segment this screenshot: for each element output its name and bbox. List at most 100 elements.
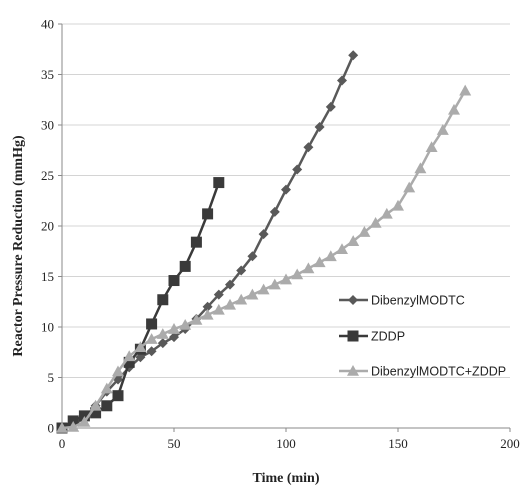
triangle-marker xyxy=(459,84,472,96)
triangle-marker xyxy=(380,207,393,219)
triangle-marker xyxy=(100,382,113,394)
diamond-marker xyxy=(213,289,224,300)
triangle-marker xyxy=(212,303,225,315)
triangle-marker xyxy=(268,278,281,290)
legend-label: ZDDP xyxy=(371,330,405,344)
triangle-marker xyxy=(224,298,236,310)
triangle-marker xyxy=(134,341,147,352)
y-tick-label: 40 xyxy=(41,17,54,32)
legend-item-2: ZDDP xyxy=(339,330,405,344)
diamond-marker xyxy=(236,265,247,276)
triangle-marker xyxy=(336,243,348,255)
triangle-marker xyxy=(257,283,270,295)
triangle-marker xyxy=(56,422,68,433)
triangle-marker xyxy=(235,293,248,305)
triangle-marker xyxy=(179,318,192,330)
diamond-marker xyxy=(292,164,303,175)
diamond-marker xyxy=(247,251,258,262)
y-tick-label: 30 xyxy=(41,118,54,133)
square-marker xyxy=(67,415,79,427)
triangle-marker xyxy=(280,273,292,285)
diamond-marker xyxy=(135,352,146,363)
x-tick-label: 50 xyxy=(168,436,181,451)
y-axis-title: Reactor Pressure Reduction (mmHg) xyxy=(11,135,26,357)
diamond-marker xyxy=(348,295,358,305)
diamond-marker xyxy=(146,346,157,357)
diamond-marker xyxy=(348,50,359,61)
legend-label: DibenzylMODTC xyxy=(371,294,465,308)
triangle-marker xyxy=(347,365,359,376)
triangle-marker xyxy=(425,141,438,153)
square-marker xyxy=(146,318,158,330)
triangle-marker xyxy=(67,420,80,432)
legend-item-1: DibenzylMODTC xyxy=(339,294,465,308)
triangle-marker xyxy=(358,226,371,237)
triangle-marker xyxy=(168,323,180,334)
triangle-marker xyxy=(190,313,203,325)
series-3 xyxy=(56,84,472,433)
diamond-marker xyxy=(314,122,325,133)
square-marker xyxy=(179,260,191,272)
triangle-marker xyxy=(145,333,158,344)
triangle-marker xyxy=(369,216,382,228)
x-tick-label: 150 xyxy=(388,436,408,451)
axes xyxy=(58,23,511,432)
tick-labels: 0 5 10 15 20 25 30 35 40 0 50 100 150 200 xyxy=(41,17,520,452)
triangle-marker xyxy=(123,350,136,362)
square-marker xyxy=(90,407,102,419)
diamond-marker xyxy=(157,338,168,349)
triangle-marker xyxy=(414,162,427,174)
x-tick-label: 200 xyxy=(500,436,520,451)
x-tick-label: 0 xyxy=(59,436,66,451)
square-marker xyxy=(157,294,169,306)
y-tick-label: 10 xyxy=(41,320,54,335)
triangle-marker xyxy=(403,181,416,193)
diamond-marker xyxy=(269,206,280,217)
triangle-marker xyxy=(112,365,124,377)
square-marker xyxy=(101,400,113,412)
diamond-marker xyxy=(325,101,336,112)
x-axis-title: Time (min) xyxy=(252,471,319,486)
y-tick-label: 5 xyxy=(48,370,55,385)
triangle-marker xyxy=(302,262,315,274)
triangle-marker xyxy=(347,235,360,246)
y-tick-label: 0 xyxy=(48,421,55,436)
square-marker xyxy=(123,356,135,368)
square-marker xyxy=(78,410,90,422)
triangle-marker xyxy=(313,256,326,268)
diamond-marker xyxy=(281,184,291,195)
diamond-marker xyxy=(303,142,314,153)
square-marker xyxy=(168,275,180,287)
triangle-marker xyxy=(89,399,102,411)
axis-titles: Time (min) Reactor Pressure Reduction (m… xyxy=(11,135,320,486)
series-group xyxy=(56,50,472,434)
square-marker xyxy=(112,390,124,402)
x-tick-label: 100 xyxy=(276,436,296,451)
y-tick-label: 20 xyxy=(41,219,54,234)
triangle-marker xyxy=(324,250,337,262)
triangle-marker xyxy=(392,199,404,211)
legend-label: DibenzylMODTC+ZDDP xyxy=(371,365,506,379)
legend: DibenzylMODTC ZDDP DibenzylMODTC+ZDDP xyxy=(339,294,506,379)
y-tick-label: 25 xyxy=(41,168,54,183)
y-tick-label: 15 xyxy=(41,269,54,284)
triangle-marker xyxy=(78,415,91,427)
triangle-marker xyxy=(201,308,214,320)
diamond-marker xyxy=(258,229,269,240)
triangle-marker xyxy=(436,124,449,135)
legend-item-3: DibenzylMODTC+ZDDP xyxy=(339,365,506,379)
triangle-marker xyxy=(291,268,304,280)
diamond-marker xyxy=(225,279,235,290)
square-marker xyxy=(202,208,214,220)
diamond-marker xyxy=(202,301,213,312)
diamond-marker xyxy=(169,332,179,343)
square-marker xyxy=(190,236,202,248)
square-marker xyxy=(347,330,359,342)
triangle-marker xyxy=(246,288,259,300)
series-1 xyxy=(57,50,359,433)
triangle-marker xyxy=(156,328,169,339)
y-tick-label: 35 xyxy=(41,67,54,82)
